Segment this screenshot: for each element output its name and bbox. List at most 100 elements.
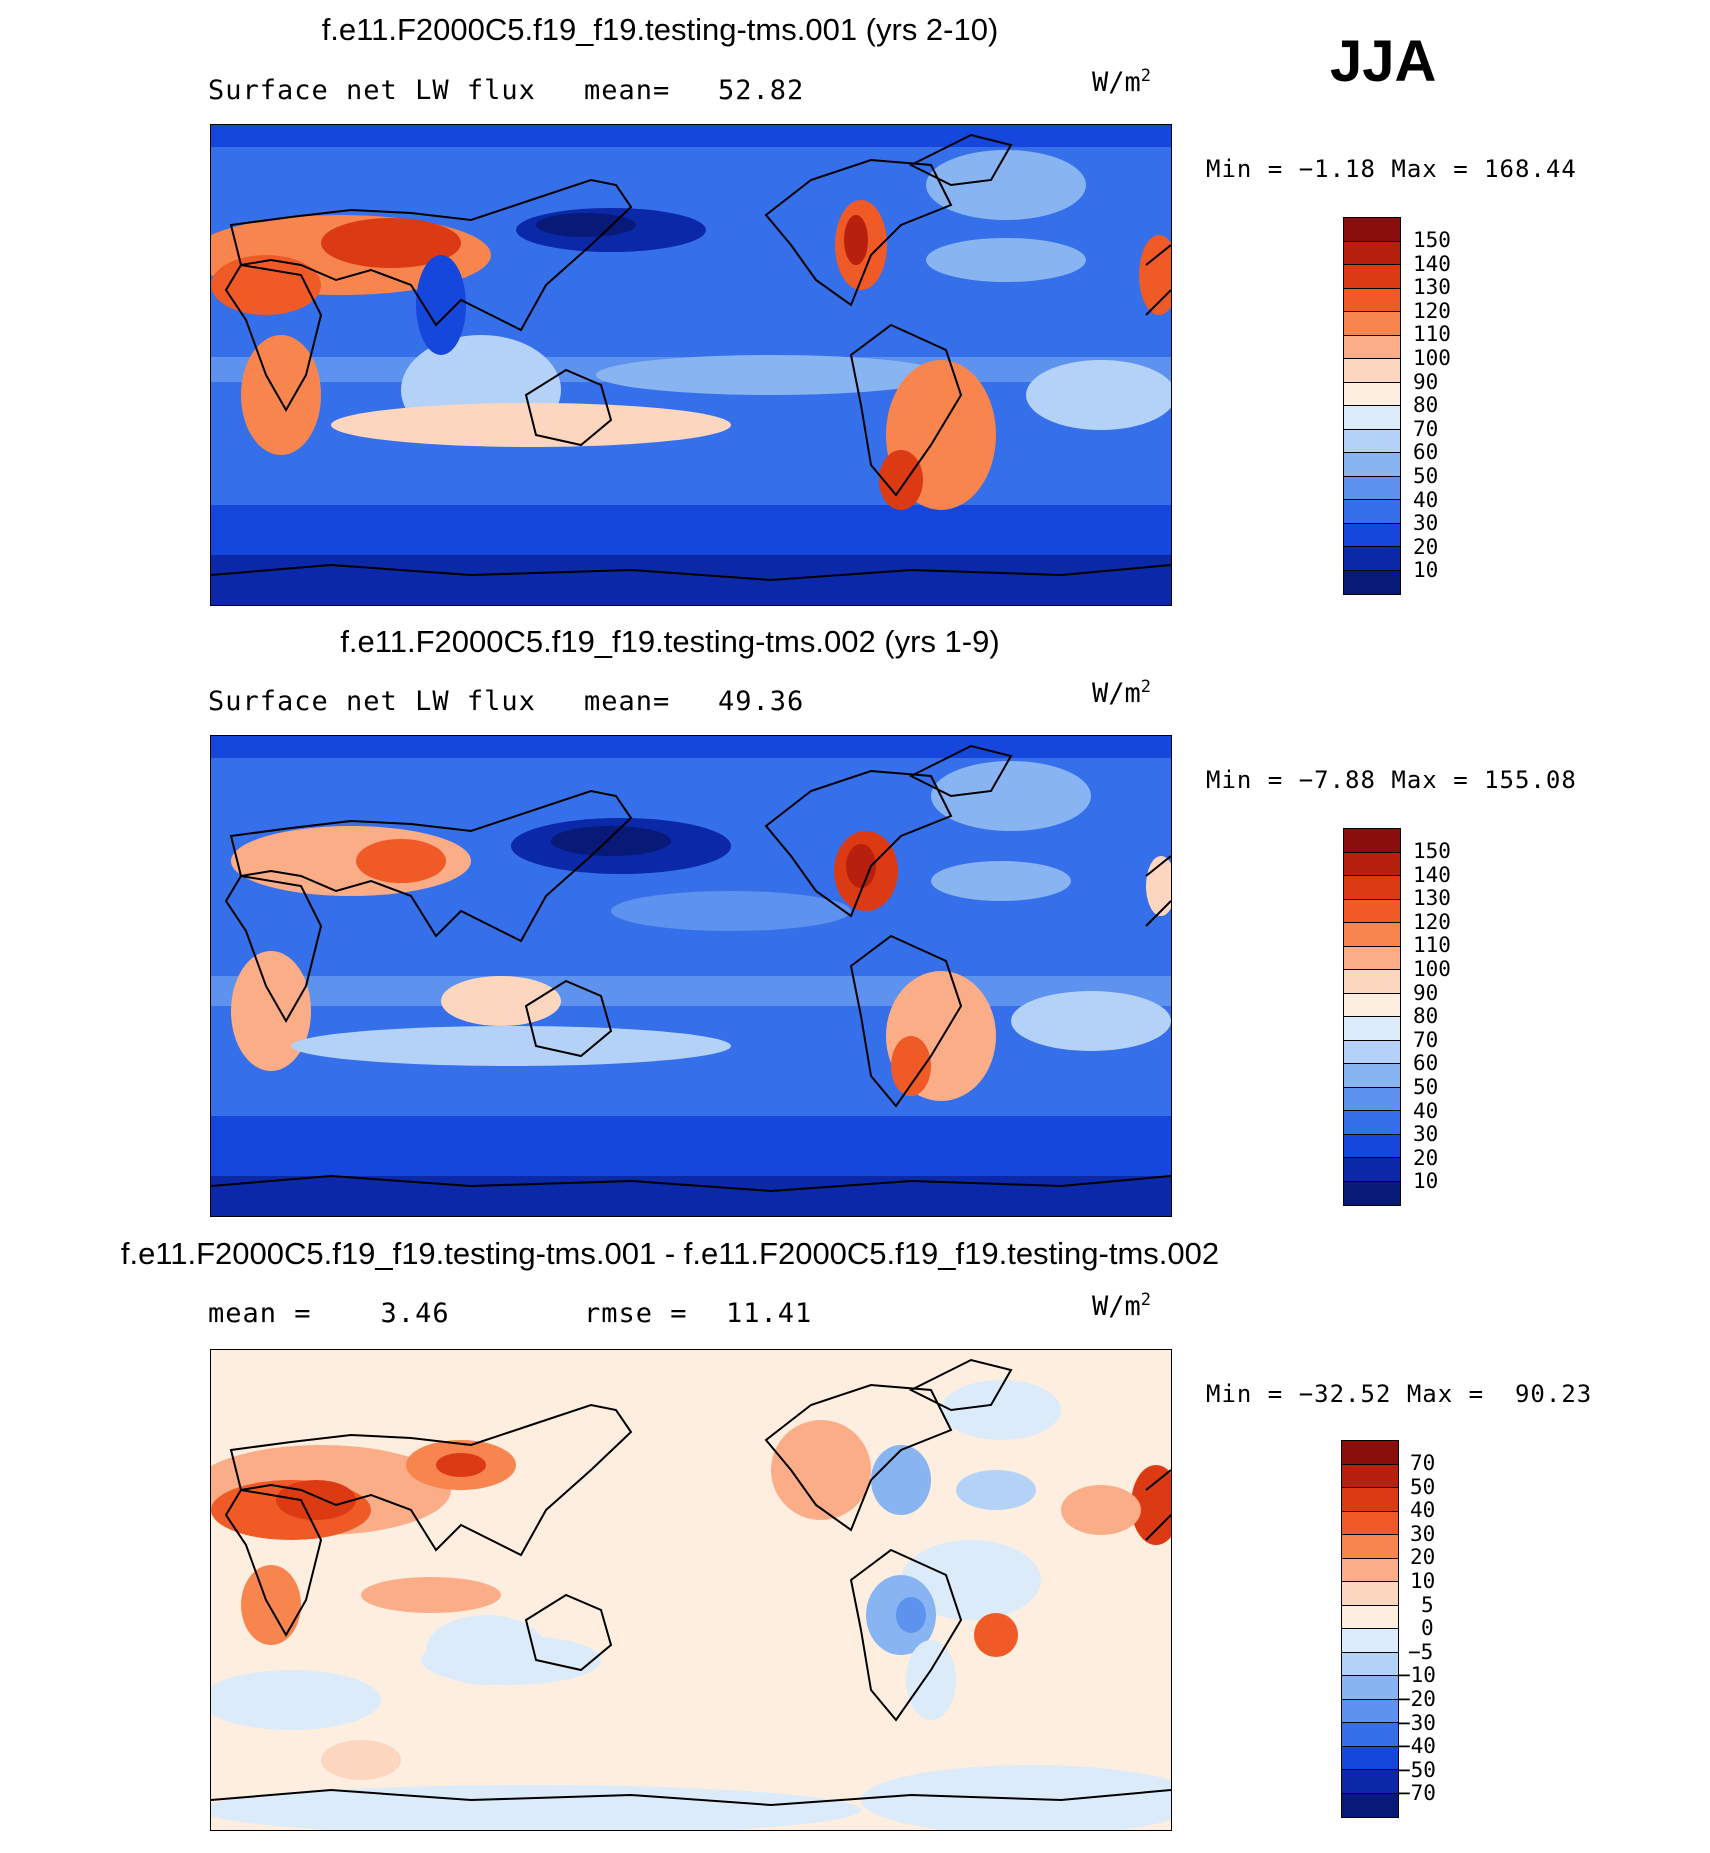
colorbar-tick-label: 140 — [1413, 251, 1451, 276]
colorbar-tick-label: 150 — [1413, 839, 1451, 863]
panel-3-units: W/m2 — [1092, 1290, 1152, 1322]
colorbar-swatch — [1344, 1111, 1400, 1135]
colorbar-swatch — [1344, 1181, 1400, 1205]
panel-2-mean-label: mean= — [584, 686, 671, 717]
colorbar-tick-label: 30 — [1413, 1122, 1439, 1147]
colorbar-tick-label: 0 — [1421, 1616, 1434, 1641]
colorbar-swatch — [1344, 335, 1400, 359]
panel-1-mean-value: 52.82 — [718, 75, 805, 106]
colorbar-tick-label: 150 — [1413, 228, 1451, 252]
colorbar-swatch — [1342, 1629, 1398, 1653]
colorbar-swatch — [1344, 312, 1400, 336]
colorbar-swatch — [1344, 852, 1400, 876]
colorbar-tick-label: −20 — [1398, 1687, 1436, 1711]
panel-2-map — [210, 735, 1172, 1217]
colorbar-tick-label: 120 — [1413, 909, 1451, 934]
colorbar-tick-label: 140 — [1413, 862, 1451, 887]
colorbar-tick-label: 20 — [1413, 1145, 1439, 1170]
colorbar-swatch — [1344, 993, 1400, 1017]
colorbar-swatch — [1342, 1793, 1398, 1817]
panel-3-colorbar — [1341, 1440, 1399, 1818]
colorbar-swatch — [1344, 218, 1400, 242]
colorbar-tick-label: 100 — [1413, 957, 1451, 981]
colorbar-swatch — [1344, 1017, 1400, 1041]
panel-3-mean-label: mean = 3.46 — [208, 1298, 450, 1329]
colorbar-tick-label: 30 — [1413, 511, 1439, 536]
colorbar-tick-label: 40 — [1413, 487, 1439, 512]
colorbar-swatch — [1342, 1770, 1398, 1794]
colorbar-swatch — [1344, 288, 1400, 312]
colorbar-swatch — [1344, 1158, 1400, 1182]
colorbar-tick-label: 50 — [1413, 1075, 1439, 1099]
colorbar-swatch — [1344, 547, 1400, 571]
colorbar-tick-label: 130 — [1413, 886, 1451, 911]
panel-2-title: f.e11.F2000C5.f19_f19.testing-tms.002 (y… — [340, 624, 1000, 659]
colorbar-tick-label: 5 — [1421, 1592, 1434, 1617]
colorbar-swatch — [1344, 899, 1400, 923]
panel-3-map — [210, 1349, 1172, 1831]
colorbar-tick-label: −10 — [1398, 1663, 1436, 1688]
colorbar-tick-label: 20 — [1413, 534, 1439, 559]
panel-3-title: f.e11.F2000C5.f19_f19.testing-tms.001 - … — [120, 1236, 1220, 1271]
colorbar-swatch — [1342, 1746, 1398, 1770]
colorbar-tick-label: 110 — [1413, 322, 1451, 347]
colorbar-swatch — [1344, 476, 1400, 500]
colorbar-tick-label: −70 — [1398, 1781, 1436, 1806]
colorbar-tick-label: 100 — [1413, 346, 1451, 370]
colorbar-swatch — [1344, 359, 1400, 383]
colorbar-swatch — [1344, 946, 1400, 970]
colorbar-tick-label: 90 — [1413, 369, 1439, 394]
panel-3-rmse-value: 11.41 — [726, 1298, 813, 1329]
colorbar-swatch — [1344, 523, 1400, 547]
colorbar-swatch — [1342, 1699, 1398, 1723]
colorbar-swatch — [1342, 1558, 1398, 1582]
colorbar-tick-label: 80 — [1413, 393, 1439, 418]
colorbar-tick-label: 80 — [1413, 1004, 1439, 1029]
panel-1-variable-label: Surface net LW flux — [208, 75, 536, 106]
colorbar-tick-label: −40 — [1398, 1734, 1436, 1759]
colorbar-tick-label: 20 — [1410, 1545, 1436, 1570]
panel-3-min-max: Min = −32.52 Max = 90.23 — [1206, 1380, 1593, 1408]
colorbar-swatch — [1344, 1087, 1400, 1111]
colorbar-swatch — [1344, 1134, 1400, 1158]
colorbar-tick-label: 40 — [1410, 1498, 1436, 1523]
colorbar-swatch — [1342, 1605, 1398, 1629]
colorbar-swatch — [1344, 1064, 1400, 1088]
colorbar-tick-label: 60 — [1413, 440, 1439, 465]
panel-1-mean-label: mean= — [584, 75, 671, 106]
colorbar-tick-label: 50 — [1410, 1474, 1436, 1499]
colorbar-tick-label: 10 — [1410, 1569, 1436, 1593]
colorbar-swatch — [1344, 406, 1400, 430]
colorbar-tick-label: 120 — [1413, 298, 1451, 323]
colorbar-tick-label: 70 — [1410, 1451, 1436, 1475]
colorbar-swatch — [1344, 570, 1400, 594]
colorbar-swatch — [1342, 1723, 1398, 1747]
panel-2-units: W/m2 — [1092, 677, 1152, 709]
colorbar-swatch — [1342, 1535, 1398, 1559]
colorbar-tick-label: −30 — [1398, 1710, 1436, 1735]
colorbar-tick-label: 130 — [1413, 275, 1451, 300]
colorbar-swatch — [1342, 1511, 1398, 1535]
colorbar-swatch — [1342, 1652, 1398, 1676]
colorbar-swatch — [1342, 1441, 1398, 1465]
colorbar-swatch — [1344, 923, 1400, 947]
panel-1-min-max: Min = −1.18 Max = 168.44 — [1206, 155, 1577, 183]
colorbar-swatch — [1344, 970, 1400, 994]
panel-3-rmse-label: rmse = — [584, 1298, 688, 1329]
colorbar-swatch — [1344, 265, 1400, 289]
panel-2-variable-label: Surface net LW flux — [208, 686, 536, 717]
panel-1-map — [210, 124, 1172, 606]
colorbar-tick-label: 70 — [1413, 416, 1439, 441]
colorbar-tick-label: 90 — [1413, 980, 1439, 1005]
panel-1-units: W/m2 — [1092, 66, 1152, 98]
colorbar-tick-label: 10 — [1413, 558, 1439, 583]
colorbar-tick-label: 50 — [1413, 464, 1439, 488]
panel-2-mean-value: 49.36 — [718, 686, 805, 717]
colorbar-swatch — [1342, 1582, 1398, 1606]
colorbar-swatch — [1342, 1676, 1398, 1700]
colorbar-tick-label: 30 — [1410, 1521, 1436, 1546]
colorbar-tick-label: 70 — [1413, 1027, 1439, 1052]
colorbar-swatch — [1344, 500, 1400, 524]
panel-2-colorbar — [1343, 828, 1401, 1206]
colorbar-swatch — [1342, 1464, 1398, 1488]
